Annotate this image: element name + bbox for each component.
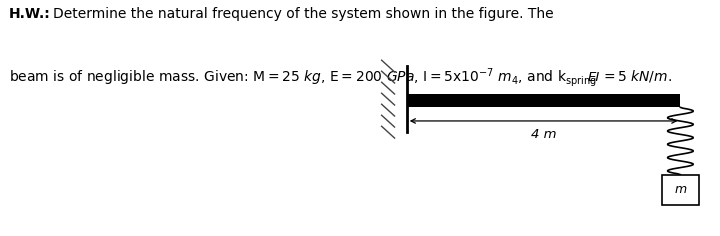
Text: H.W.:: H.W.: (9, 7, 50, 21)
Text: Determine the natural frequency of the system shown in the figure. The: Determine the natural frequency of the s… (53, 7, 553, 21)
Text: 4 m: 4 m (531, 128, 557, 141)
Text: beam is of negligible mass. Given: M$=$25 $kg$, E$=$200 $GPa$, I$=$5x10$^{-7}$ $: beam is of negligible mass. Given: M$=$2… (9, 66, 672, 89)
Text: m: m (675, 183, 686, 197)
Bar (407, 94, 680, 107)
Bar (662, 175, 699, 205)
Text: EI: EI (588, 71, 600, 84)
